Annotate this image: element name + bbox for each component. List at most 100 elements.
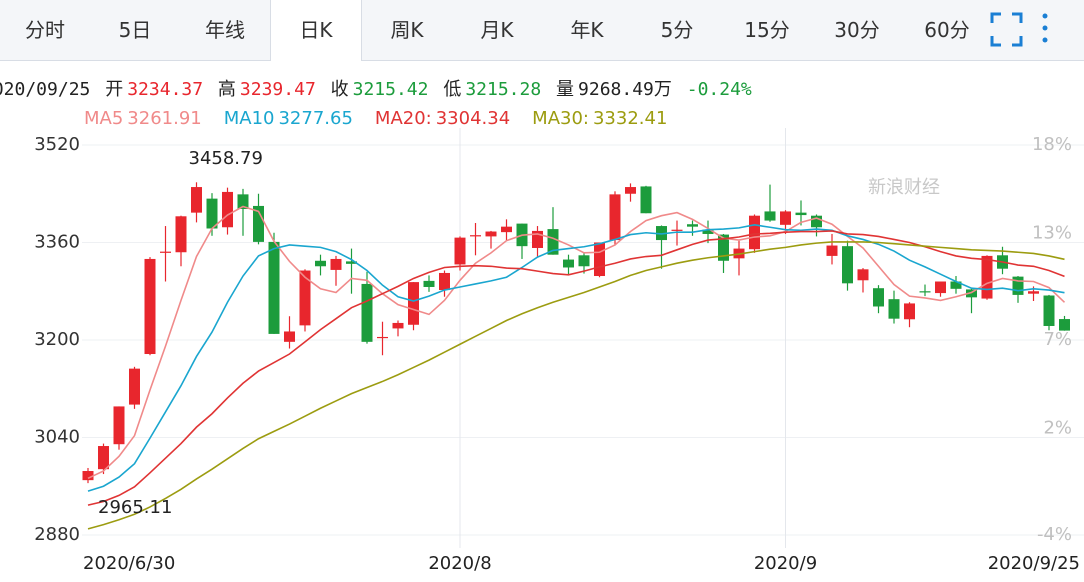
y2-tick-label: 2% [1043, 418, 1072, 439]
legend-value: 3304.34 [435, 108, 511, 129]
candle-body [919, 291, 931, 293]
legend-name: MA30: [532, 108, 589, 129]
quote-date: 2020/09/25 [0, 79, 91, 100]
candle-body [547, 229, 559, 255]
candle-body [222, 191, 233, 228]
menu-icon[interactable] [1042, 37, 1048, 43]
y2-tick-label: 18% [1032, 134, 1072, 155]
y2-tick-label: 7% [1043, 329, 1072, 350]
candle-body [888, 299, 900, 319]
tab-bar: 分时 5日 年线 日K 周K 月K 年K 5分 15分 30分 60分 [0, 0, 1084, 61]
candle-body [950, 281, 962, 289]
quote-label: 收 [330, 79, 349, 100]
legend-value: 3277.65 [278, 108, 353, 129]
tab[interactable]: 月K [480, 18, 514, 42]
candle-body [454, 237, 466, 265]
tab[interactable]: 日K [270, 0, 362, 61]
candle-body [609, 194, 621, 241]
legend: MA5 3261.91 MA10 3277.65 MA20: 3304.34 MA30: 33… [84, 108, 689, 129]
candle-body [299, 270, 311, 326]
candle-body [842, 246, 853, 284]
quote-value: 3215.28 [465, 79, 542, 100]
quote-label: 开 [105, 79, 124, 100]
candle-body [253, 205, 264, 242]
candle-body [702, 229, 714, 234]
candle-body [501, 226, 512, 233]
low-annotation: 2965.11 [98, 497, 172, 518]
candle-body [160, 251, 171, 253]
candle-body [191, 187, 202, 213]
candle-body [439, 272, 450, 291]
tab[interactable]: 年K [570, 18, 604, 42]
candle-body [1059, 319, 1070, 331]
tab[interactable]: 年线 [205, 18, 245, 42]
candle-body [935, 281, 946, 294]
ma-line [87, 241, 1065, 530]
candle-body [594, 242, 605, 277]
candle-body [780, 211, 791, 225]
x-tick-label: 2020/6/30 [83, 553, 175, 574]
candle-body [377, 336, 388, 339]
tab[interactable]: 分时 [25, 18, 65, 42]
candle-body [640, 186, 652, 214]
candle-body [361, 283, 373, 342]
candle-body [82, 471, 94, 481]
legend-value: 3332.41 [592, 108, 668, 129]
candle-body [470, 235, 481, 237]
candle-body [206, 198, 218, 229]
candle-body [237, 194, 249, 209]
y-tick-label: 3040 [34, 427, 80, 448]
candle-body [718, 234, 729, 261]
candle-body [764, 211, 776, 221]
y2-tick-label: -4% [1037, 524, 1072, 545]
tab[interactable]: 30分 [834, 18, 880, 42]
tab[interactable]: 60分 [924, 18, 970, 42]
candle-body [656, 226, 667, 241]
candle-body [671, 229, 683, 231]
candle-body [966, 289, 977, 298]
candle-body [733, 248, 745, 259]
candle-body [346, 261, 357, 264]
candle-body [175, 216, 187, 253]
tab[interactable]: 5日 [118, 18, 152, 42]
candle-body [98, 446, 109, 470]
candle-body [408, 282, 419, 325]
candle-body [532, 230, 543, 248]
watermark: 新浪财经 [868, 177, 940, 198]
tab[interactable]: 5分 [660, 18, 694, 42]
candle-body [113, 406, 125, 445]
candle-body [749, 215, 760, 250]
quote-change: -0.24% [686, 79, 752, 100]
candle-body [1043, 295, 1055, 326]
quote-value: 3215.42 [352, 79, 429, 100]
candle-body [578, 255, 590, 267]
x-tick-label: 2020/8 [428, 553, 491, 574]
candle-body [330, 258, 342, 270]
quote-label: 高 [217, 79, 236, 100]
tab[interactable]: 周K [390, 18, 424, 42]
menu-icon[interactable] [1042, 13, 1048, 19]
legend-name: MA5 [84, 108, 124, 129]
y-tick-label: 3520 [34, 134, 80, 155]
legend-name: MA20: [374, 108, 432, 129]
candle-body [516, 223, 528, 247]
candle-body [687, 224, 698, 227]
y-tick-label: 3360 [34, 232, 80, 253]
menu-icon[interactable] [1042, 25, 1048, 31]
candle-body [315, 260, 326, 267]
candle-body [795, 212, 807, 216]
fullscreen-icon[interactable] [990, 12, 1023, 47]
x-tick-label: 2020/9 [754, 553, 817, 574]
candle-body [997, 255, 1008, 269]
candle-body [423, 280, 435, 287]
candle-body [826, 245, 838, 256]
tab-icons [990, 12, 1048, 47]
candle-body [981, 255, 993, 299]
quote-label: 低 [443, 79, 462, 100]
candle-body [857, 269, 869, 281]
candle-body [811, 215, 822, 228]
ma-line [87, 224, 1065, 492]
tab[interactable]: 15分 [744, 18, 790, 42]
